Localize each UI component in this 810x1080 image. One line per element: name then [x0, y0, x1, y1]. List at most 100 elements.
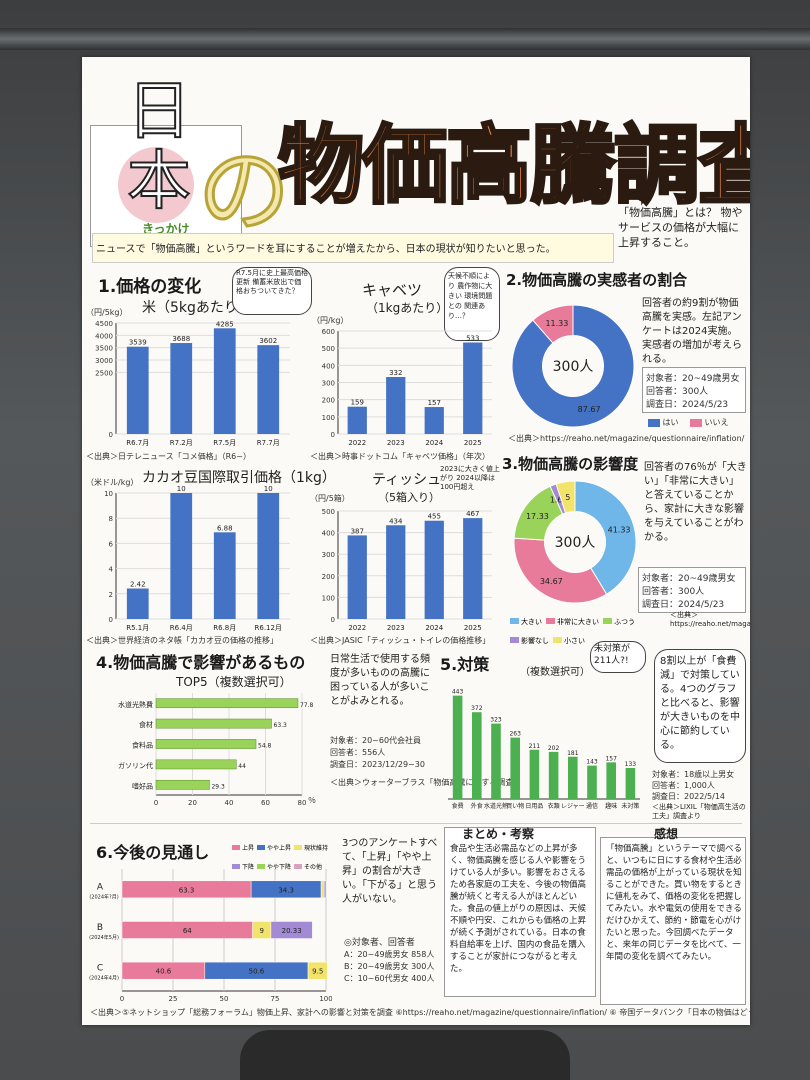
outlook-note: 3つのアンケートすべて、「上昇」「やや上昇」の割合が大きい。「下がる」と思う人が…	[342, 838, 438, 905]
measures-chart: 443 食費 372 外食 323 水道光熱 263 買い物 211 日用品 202 衣類 181 レジャ…	[448, 689, 640, 810]
measures-category-3: 買い物	[506, 802, 524, 810]
outlook-segment-2-2	[307, 961, 328, 980]
tissue-value-1: 434	[389, 517, 403, 525]
cabbage-bar-2	[424, 407, 444, 434]
affected-value-2: 54.8	[258, 743, 272, 750]
rice-title: 米（5kgあたり）	[142, 300, 252, 316]
cabbage-value-3: 533	[466, 335, 479, 343]
realize-slice-1	[532, 304, 574, 344]
cabbage-ytick-2: 200	[322, 397, 335, 405]
impact-meta-box	[638, 567, 746, 613]
realize-meta-2: 調査日：2024/5/23	[646, 400, 729, 410]
top5-title: TOP5（複数選択可）	[176, 675, 292, 689]
affected-value-4: 29.3	[211, 783, 225, 790]
outlook-segment-label-2-1: 50.6	[249, 968, 265, 976]
outlook-legend-item: 現状維持	[294, 843, 328, 852]
cabbage-ytick-6: 600	[322, 328, 335, 336]
cabbage-value-1: 332	[389, 369, 402, 377]
impact-legend-item: 非常に大きい	[546, 617, 599, 627]
cabbage-title: キャベツ	[362, 281, 423, 299]
measures-cloud-2-text: 8割以上が「食費減」で対策している。4つのグラフと比べると、影響が大きいものを中…	[660, 656, 740, 751]
section5-title: 5.対策	[440, 655, 490, 674]
measures-bar-3	[510, 737, 520, 799]
measures-meta-0: 対象者：18歳以上男女	[652, 770, 735, 779]
measures-bar-9	[625, 767, 636, 799]
impact-source: ＜出典＞https://reaho.net/magazine/questionn…	[670, 611, 750, 628]
cabbage-bar-0	[347, 406, 367, 434]
section1-title: 1.価格の変化	[98, 277, 202, 297]
cacao-ytick-3: 6	[109, 540, 114, 548]
measures-source: ＜出典＞LIXIL「物価高生活の工夫」調査より	[652, 803, 746, 820]
cacao-unit: （米ドル/kg）	[86, 478, 139, 487]
measures-bar-0	[452, 695, 463, 799]
legend-swatch	[553, 637, 562, 643]
tissue-ytick-0: 0	[331, 616, 335, 624]
measures-value-4: 211	[529, 743, 541, 750]
rice-value-2: 4285	[216, 320, 234, 328]
rice-ytick-1: 2500	[95, 369, 113, 377]
impact-slice-label-3: 1.67	[550, 495, 568, 504]
cabbage-xtick-3: 2025	[464, 439, 482, 447]
rice-value-1: 3688	[172, 335, 190, 343]
legend-label: やや上昇	[267, 845, 292, 852]
cacao-ytick-0: 0	[109, 616, 113, 624]
cabbage-xtick-0: 2022	[348, 439, 366, 447]
measures-meta-1: 回答者：1,000人	[652, 781, 715, 790]
motive-tag: きっかけ	[142, 222, 190, 236]
impact-legend-item: 影響なし	[510, 636, 549, 646]
tissue-ytick-5: 500	[322, 508, 335, 516]
impression-title: 感想	[654, 827, 679, 841]
outlook-legend-item: 下降	[232, 862, 254, 871]
divider	[90, 823, 742, 824]
title-nihon: 日本	[126, 75, 192, 219]
measures-value-7: 143	[586, 759, 598, 766]
outlook-meta-2: C：10~60代男女 400人	[344, 974, 435, 983]
outlook-category-0: A	[97, 882, 104, 892]
motive-box	[92, 233, 614, 263]
cabbage-chart: 0 100 200 300 400 500 600 159 2022 332 2023 157 2024…	[322, 328, 492, 447]
cabbage-value-0: 159	[351, 399, 364, 407]
cabbage-xtick-1: 2023	[387, 439, 405, 447]
cabbage-ytick-5: 500	[322, 345, 335, 353]
outlook-legend-item: やや上昇	[257, 843, 291, 852]
cacao-bar-0	[126, 588, 149, 619]
realize-note: 回答者の約9割が物価高騰を実感。左記アンケートは2024実施。実感者の増加が考え…	[642, 298, 742, 365]
outlook-segment-0-2	[320, 880, 325, 899]
measures-category-1: 外食	[471, 802, 483, 810]
outlook-segment-label-1-3: 20.33	[282, 927, 302, 935]
rice-chart: 0 2500 3000 3500 4000 4500 3539 R6.7月 3688 R7.2月 4…	[95, 320, 290, 447]
legend-label: 非常に大きい	[557, 618, 599, 626]
tissue-title: ティッシュ	[372, 472, 442, 488]
measures-cloud-1	[590, 641, 646, 673]
legend-swatch	[510, 618, 519, 624]
impact-slice-4	[555, 480, 576, 514]
tissue-unit: （円/5箱）	[310, 494, 350, 503]
cacao-ytick-1: 2	[109, 591, 113, 599]
cabbage-bar-1	[386, 377, 406, 434]
measures-category-6: レジャー	[561, 803, 585, 810]
cabbage-note: 天候不順により 農作物に大きい 環境問題との 関連あり…？	[448, 272, 493, 320]
outlook-legend-item: やや下降	[257, 862, 291, 871]
summary-title: まとめ・考察	[462, 827, 535, 841]
impact-legend-item: 大きい	[510, 617, 542, 627]
rice-value-0: 3539	[129, 339, 147, 347]
cacao-source: ＜出典＞世界経済のネタ帳「カカオ豆の価格の推移」	[86, 636, 278, 645]
whiteboard-rail	[0, 28, 810, 50]
tissue-ytick-3: 300	[322, 551, 335, 559]
measures-category-8: 趣味	[605, 802, 617, 810]
tissue-source: ＜出典＞JASIC「ティッシュ・トイレの価格推移」	[310, 636, 491, 645]
rice-bar-3	[257, 345, 280, 434]
legend-swatch	[257, 864, 266, 869]
realize-source: ＜出典＞https://reaho.net/magazine/questionn…	[508, 434, 745, 443]
cabbage-unit: （円/kg）	[312, 316, 349, 325]
impact-note: 回答者の76％が「大きい」「非常に大きい」と答えていることから、家計に大きな影響…	[644, 462, 747, 543]
cabbage-ytick-0: 0	[331, 431, 335, 439]
affected-value-3: 44	[238, 763, 246, 770]
outlook-xtick-3: 75	[271, 995, 280, 1003]
measures-meta-2: 調査日：2022/5/14	[652, 792, 726, 801]
outlook-segment-label-0-1: 34.3	[278, 886, 294, 894]
affected-bar-4	[155, 779, 210, 790]
affected-unit: ％	[308, 796, 316, 805]
outlook-meta-title: ◎対象者、回答者	[344, 938, 415, 948]
affected-xtick-1: 20	[188, 799, 197, 807]
